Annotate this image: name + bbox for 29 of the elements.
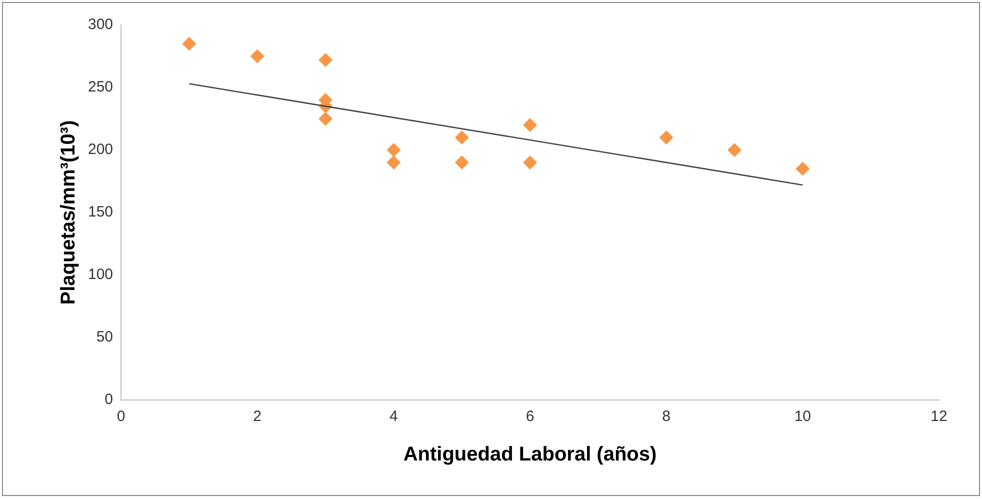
y-tick-label: 100 [88,266,114,284]
y-tick-label: 0 [104,391,114,408]
x-tick-label: 6 [526,408,534,426]
x-tick-label: 4 [390,408,398,426]
point [523,118,538,132]
point [523,156,538,170]
point [659,130,674,144]
point [454,130,469,144]
y-tick-label: 300 [88,16,114,34]
point [454,156,469,170]
y-tick-label: 150 [88,204,114,221]
point [318,112,333,126]
y-tick-label: 50 [96,328,114,346]
x-tick-label: 2 [253,408,262,426]
point [250,49,264,64]
y-axis-title: Plaquetas/mm³(10³) [58,120,80,305]
point [728,143,742,157]
x-tick-label: 0 [116,408,126,426]
point [796,162,810,176]
point [182,36,196,51]
x-tick-label: 12 [930,408,948,426]
point [318,53,333,67]
x-axis-title: Antiguedad Laboral (años) [403,444,657,466]
x-tick-label: 8 [662,408,671,426]
y-tick-label: 250 [88,78,114,96]
y-tick-label: 200 [88,141,114,158]
point [386,156,401,170]
x-tick-label: 10 [794,408,812,426]
point [386,143,401,157]
